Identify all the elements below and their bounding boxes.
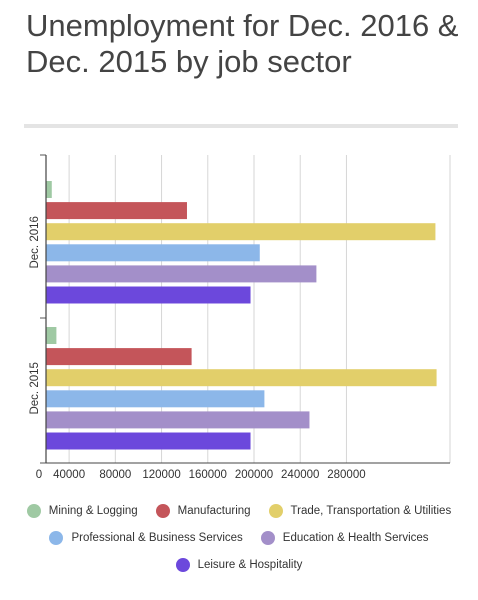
- x-tick-label: 240000: [281, 469, 319, 481]
- bar-manufacturing-dec-2015: [46, 348, 192, 366]
- legend-item-professional-business-services: Professional & Business Services: [49, 531, 243, 545]
- chart-legend: Mining & Logging Manufacturing Trade, Tr…: [0, 498, 478, 579]
- title-divider: [24, 124, 458, 128]
- bar-professional-business-services-dec-2016: [46, 244, 260, 262]
- bar-education-health-services-dec-2016: [46, 265, 317, 283]
- x-tick-label: 0: [36, 469, 42, 481]
- bar-mining-logging-dec-2015: [46, 327, 57, 344]
- legend-swatch: [175, 558, 190, 572]
- bar-trade-transportation-utilities-dec-2016: [46, 223, 436, 241]
- x-tick-label: 120000: [142, 469, 180, 481]
- legend-swatch: [49, 531, 64, 545]
- bar-leisure-hospitality-dec-2016: [46, 286, 251, 304]
- bar-education-health-services-dec-2015: [46, 411, 310, 429]
- legend-label: Trade, Transportation & Utilities: [290, 505, 452, 517]
- legend-label: Professional & Business Services: [71, 532, 243, 544]
- x-tick-label: 280000: [327, 469, 365, 481]
- legend-label: Manufacturing: [177, 505, 251, 517]
- legend-item-mining-logging: Mining & Logging: [26, 504, 138, 518]
- legend-item-leisure-hospitality: Leisure & Hospitality: [175, 558, 303, 572]
- legend-label: Leisure & Hospitality: [197, 559, 303, 571]
- x-tick-label: 40000: [53, 469, 85, 481]
- bar-leisure-hospitality-dec-2015: [46, 432, 251, 450]
- legend-row: Mining & Logging Manufacturing Trade, Tr…: [0, 498, 478, 524]
- bar-mining-logging-dec-2016: [46, 181, 52, 198]
- y-category-label: Dec. 2015: [29, 362, 41, 414]
- legend-swatch: [26, 504, 41, 518]
- x-tick-label: 200000: [235, 469, 273, 481]
- legend-item-trade-transportation-utilities: Trade, Transportation & Utilities: [268, 504, 452, 518]
- legend-row: Leisure & Hospitality: [0, 552, 478, 578]
- chart-title: Unemployment for Dec. 2016 & Dec. 2015 b…: [26, 8, 459, 79]
- legend-label: Mining & Logging: [48, 505, 138, 517]
- legend-item-manufacturing: Manufacturing: [155, 504, 251, 518]
- legend-label: Education & Health Services: [282, 532, 429, 544]
- bar-manufacturing-dec-2016: [46, 202, 187, 220]
- legend-swatch: [268, 504, 283, 518]
- bar-professional-business-services-dec-2015: [46, 390, 265, 408]
- legend-swatch: [155, 504, 170, 518]
- legend-row: Professional & Business Services Educati…: [0, 525, 478, 551]
- x-tick-label: 160000: [189, 469, 227, 481]
- legend-swatch: [260, 531, 275, 545]
- bar-trade-transportation-utilities-dec-2015: [46, 369, 437, 387]
- x-tick-label: 80000: [99, 469, 131, 481]
- bar-chart: 0 40000 80000 120000 160000 200000 240000 28000…: [29, 154, 451, 481]
- legend-item-education-health-services: Education & Health Services: [260, 531, 429, 545]
- y-category-label: Dec. 2016: [29, 216, 41, 268]
